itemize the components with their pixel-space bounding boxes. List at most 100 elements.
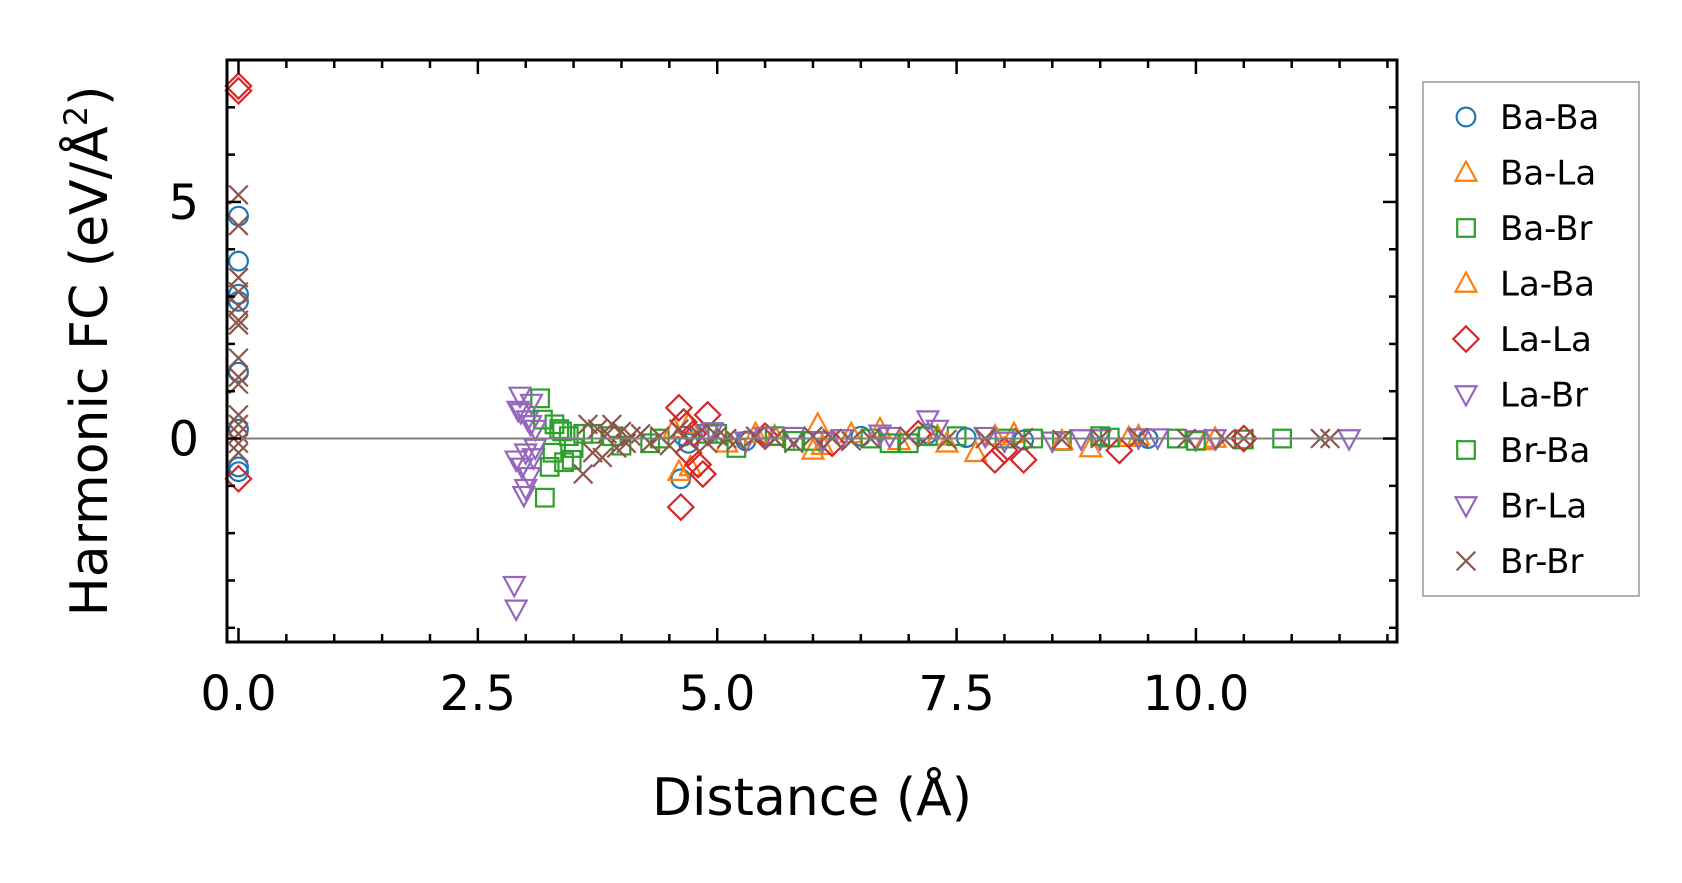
legend-marker [1453,159,1479,182]
data-point [1229,424,1259,453]
data-point [224,464,253,493]
data-point [228,267,249,288]
data-point [530,388,550,409]
data-point [228,366,249,388]
data-point [992,431,1017,455]
data-point [1186,431,1206,451]
data-point [606,437,627,459]
data-point [228,347,249,369]
data-point [552,421,573,442]
data-point [664,393,694,422]
legend-item-br-la: Br-La [1453,487,1587,527]
data-point [934,429,960,453]
legend-item-ba-br: Ba-Br [1456,209,1593,249]
data-point [670,468,692,490]
data-point [228,205,249,227]
data-point [228,215,249,236]
data-point [1087,429,1113,452]
data-point [561,449,582,470]
data-point [592,447,613,468]
legend-marker [1453,385,1479,408]
x-tick-label: 2.5 [440,666,516,722]
data-point [1009,445,1038,475]
data-point [688,459,718,489]
legend-label: Br-La [1500,487,1587,527]
legend-marker [1451,324,1481,354]
data-point [783,431,804,451]
y-axis-label-superscript: 2 [57,106,95,126]
axis-ticks [227,60,1397,642]
data-point [522,438,548,462]
data-point [841,430,862,452]
y-tick-label: 0 [168,412,199,468]
y-axis-label: Harmonic FC (eV/Å2) [57,86,120,617]
legend-item-la-ba: La-Ba [1453,265,1595,305]
legend-marker [1453,270,1479,293]
data-point [511,485,537,509]
legend-marker [1455,106,1477,128]
data-point [1202,425,1228,448]
data-point [783,433,804,454]
legend-label: Br-Ba [1500,431,1590,471]
data-point [697,433,718,454]
data-point [544,414,565,435]
legend-marker [1455,550,1477,572]
data-point [666,458,692,482]
data-point [228,456,249,478]
y-axis-label-main: Harmonic FC (eV/Å [58,126,120,617]
legend-label: Ba-La [1500,154,1596,194]
data-point [1078,434,1103,458]
data-point [228,250,249,272]
data-point [503,450,529,474]
data-point [228,442,249,463]
legend-item-br-br: Br-Br [1455,542,1584,582]
series-ba-la [666,411,1218,482]
legend-marker [1456,440,1476,460]
data-point [228,314,249,336]
legend-label: Ba-Ba [1500,98,1599,138]
legend-item-ba-la: Ba-La [1453,154,1596,194]
data-point [640,433,661,454]
legend-label: Ba-Br [1500,209,1593,249]
data-point [533,409,553,430]
data-point [577,414,599,435]
data-point [228,361,249,383]
data-point [700,422,725,445]
legend-item-la-br: La-Br [1453,376,1588,416]
data-point [503,599,529,623]
series-la-la [224,71,1259,522]
data-point [518,414,543,438]
data-point [1105,436,1134,465]
legend-marker [1453,496,1479,519]
x-tick-label: 5.0 [679,666,755,722]
data-point [228,281,249,302]
data-point [601,414,623,435]
data-point [513,443,539,467]
legend: Ba-Ba Ba-La Ba-Br La-Ba La-La La-Br Br-Ba Br-La… [1422,81,1640,597]
data-point [517,467,542,490]
data-point [508,403,534,426]
data-point [745,426,766,447]
data-point [228,461,249,483]
legend-label: La-Ba [1500,265,1595,305]
data-point [925,419,950,443]
data-point [805,411,831,434]
plot-frame [225,58,1399,644]
data-point [683,450,713,479]
tick-labels: 0.0 2.5 5.0 7.5 10.0 0 5 [168,175,1249,722]
data-point [228,295,249,317]
data-point [668,418,690,440]
data-point [917,426,938,447]
data-point [228,310,249,331]
data-point [228,404,249,426]
data-point [1068,429,1094,452]
data-point [946,426,967,447]
data-point [726,430,747,452]
data-point [522,419,548,443]
data-point [640,433,661,454]
data-point [898,426,919,447]
data-point [802,426,824,447]
data-point [582,442,603,463]
data-point [507,386,533,410]
